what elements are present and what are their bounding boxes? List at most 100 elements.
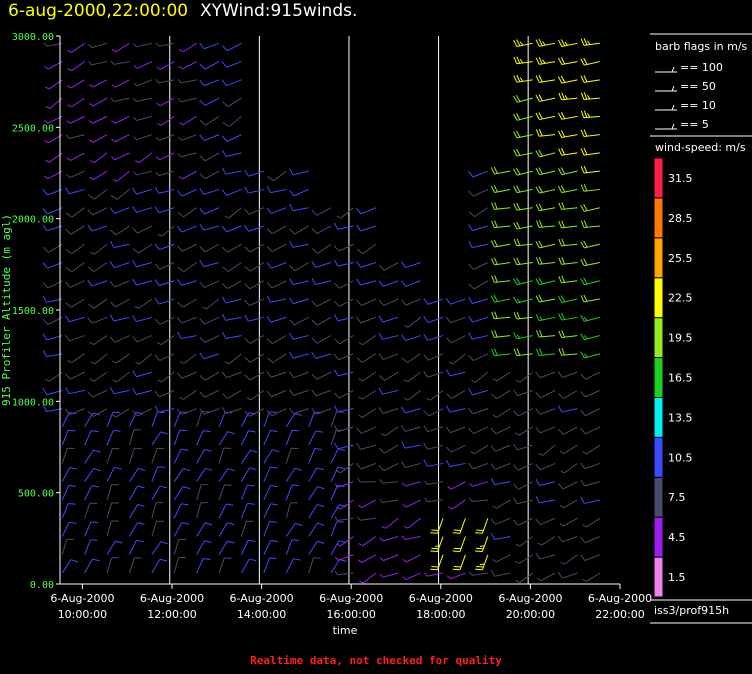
wind-barb (580, 204, 600, 212)
barb-flag (587, 113, 591, 118)
wind-barb (357, 499, 377, 509)
barb-flag (244, 299, 250, 306)
wind-barb (582, 572, 601, 582)
barb-flag (493, 239, 498, 247)
barb-flag (445, 369, 451, 376)
wind-barb (557, 405, 578, 413)
wind-barb (535, 462, 556, 471)
barb-flag (357, 559, 363, 563)
barb-staff (84, 521, 92, 537)
wind-barb (403, 316, 421, 328)
barb-flag (516, 202, 521, 210)
wind-barb (177, 298, 197, 308)
barb-flag (560, 470, 565, 474)
barb-flag (334, 570, 338, 576)
barb-flag (88, 43, 92, 48)
barb-flag (492, 414, 498, 418)
wind-barb (106, 447, 120, 464)
wind-barb (358, 335, 377, 346)
wind-barb (196, 411, 209, 428)
barb-flag (468, 388, 473, 396)
wind-barb (356, 243, 377, 255)
colorbar-swatch (653, 317, 664, 359)
barb-staff (382, 572, 399, 578)
wind-barb (378, 262, 399, 271)
wind-barb (112, 353, 130, 364)
wind-barb (221, 280, 242, 290)
wind-barb (491, 275, 511, 283)
barb-flag (378, 280, 384, 287)
barb-flag (587, 94, 591, 100)
barb-flag (154, 297, 160, 305)
wind-barb (513, 167, 533, 176)
wind-barb (308, 557, 321, 574)
barb-flag (199, 134, 205, 141)
barb-flag (431, 565, 439, 568)
barb-staff (407, 517, 421, 529)
barb-flag (580, 110, 585, 118)
wind-barb (471, 371, 489, 383)
barb-staff (449, 371, 466, 377)
barb-staff (71, 61, 85, 72)
barb-flag (64, 281, 71, 288)
barb-staff (116, 189, 130, 200)
wind-barb (43, 42, 63, 47)
wind-barb (400, 261, 421, 269)
barb-staff (114, 207, 130, 214)
barb-flag (423, 334, 429, 341)
wind-barb (513, 238, 533, 247)
wind-barb (378, 353, 399, 361)
barb-flag (561, 238, 565, 246)
chart-axes: 0.00500.001000.001500.002000.002500.0030… (0, 32, 652, 637)
wind-barb (311, 335, 332, 344)
barb-flag (137, 503, 145, 507)
barb-flag (378, 375, 385, 381)
barb-staff (339, 335, 354, 345)
wind-barb (446, 389, 466, 399)
barb-staff (226, 79, 242, 87)
barb-staff (116, 353, 130, 364)
wind-barb (356, 278, 376, 286)
wind-barb (109, 314, 130, 322)
barb-staff (382, 499, 399, 504)
wind-barb (65, 298, 85, 308)
wind-barb (513, 257, 533, 266)
wind-barb (308, 430, 324, 446)
barb-staff (272, 353, 287, 364)
wind-barb (311, 243, 332, 254)
barb-flag (311, 277, 316, 285)
wind-barb (580, 57, 600, 66)
wind-barb (535, 57, 556, 65)
barb-staff (93, 371, 108, 382)
barb-staff (494, 536, 511, 540)
barb-staff (249, 371, 265, 381)
wind-barb (112, 170, 130, 182)
wind-barb (244, 262, 265, 272)
barb-staff (383, 554, 399, 562)
wind-barb (308, 486, 325, 501)
wind-barb (151, 431, 168, 446)
barb-flag (535, 348, 540, 356)
barb-staff (84, 485, 93, 501)
wind-barb (582, 444, 601, 455)
wind-barb (61, 484, 77, 501)
barb-flag (516, 185, 521, 193)
barb-flag (134, 160, 140, 164)
wind-barb (400, 424, 421, 432)
barb-staff (271, 243, 287, 253)
barb-staff (473, 262, 489, 270)
barb-staff (340, 499, 354, 510)
barb-flag (266, 185, 271, 193)
barb-flag (516, 311, 521, 319)
barb-staff (204, 316, 220, 325)
barb-staff (427, 316, 444, 324)
wind-barbs (42, 38, 601, 584)
wind-barb (513, 311, 533, 320)
barb-staff (106, 520, 112, 537)
barb-staff (427, 499, 444, 503)
barb-flag (289, 228, 296, 235)
wind-barb (333, 405, 354, 413)
barb-flag (133, 97, 137, 102)
barb-flag (535, 39, 540, 47)
barb-flag (513, 332, 518, 340)
